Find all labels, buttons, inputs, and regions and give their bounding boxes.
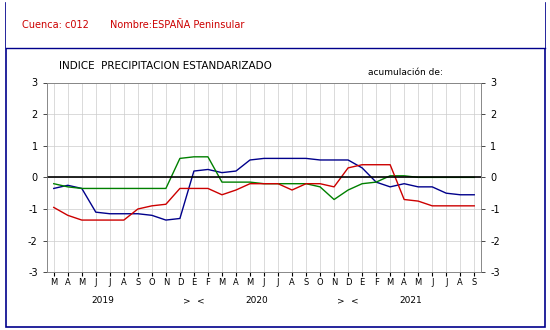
- Text: Cuenca: c012: Cuenca: c012: [22, 20, 89, 30]
- Text: acumulación de:: acumulación de:: [368, 68, 443, 77]
- Text: 1 año: 1 año: [424, 88, 449, 97]
- Text: 2021: 2021: [400, 296, 422, 305]
- Text: >: >: [183, 296, 191, 305]
- Text: >: >: [337, 296, 345, 305]
- Text: 3 años: 3 años: [424, 135, 454, 145]
- Text: 2019: 2019: [91, 296, 114, 305]
- Text: Nombre:ESPAÑA Peninsular: Nombre:ESPAÑA Peninsular: [110, 20, 244, 30]
- Text: INDICE  PRECIPITACION ESTANDARIZADO: INDICE PRECIPITACION ESTANDARIZADO: [58, 61, 272, 71]
- Text: <: <: [351, 296, 359, 305]
- Text: 2 años: 2 años: [424, 112, 453, 121]
- Text: <: <: [197, 296, 205, 305]
- FancyBboxPatch shape: [6, 0, 544, 48]
- Text: 2020: 2020: [246, 296, 268, 305]
